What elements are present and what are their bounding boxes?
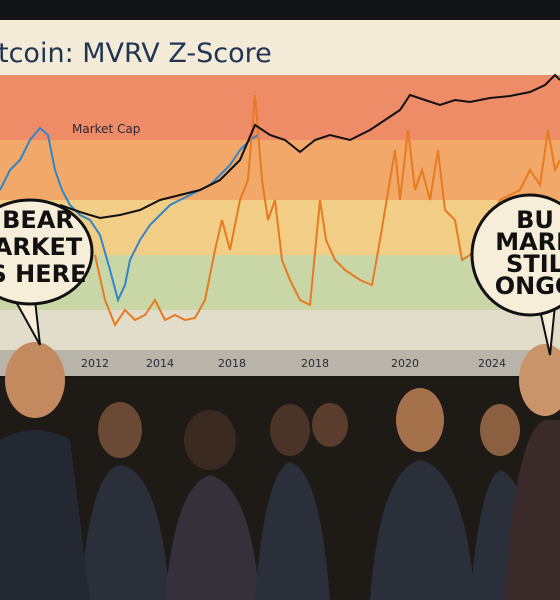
- band-green: [0, 255, 560, 310]
- x-label: 2020: [391, 357, 419, 370]
- x-label: 2014: [146, 357, 174, 370]
- orange-line: [94, 94, 560, 328]
- bubble-text: STIL: [506, 250, 560, 278]
- bubble-text: MARK: [495, 228, 560, 256]
- series-label: Market Cap: [72, 122, 140, 136]
- bubble-text: BEAR: [2, 206, 74, 234]
- black-line: [59, 73, 560, 220]
- bubble-text: ONGO: [495, 272, 560, 300]
- ceiling: [0, 0, 560, 20]
- bubble-text: S HERE: [0, 260, 87, 288]
- x-label: 2024: [478, 357, 506, 370]
- x-label: 2018: [301, 357, 329, 370]
- band-light: [0, 310, 560, 352]
- axis-strip: [0, 350, 560, 376]
- x-label: 2018: [218, 357, 246, 370]
- speech-bubble: [0, 198, 94, 306]
- x-label: 2012: [81, 357, 109, 370]
- band-red: [0, 75, 560, 140]
- speech-bubble: [470, 193, 560, 317]
- audience: [0, 342, 560, 600]
- bubble-text: ARKET: [0, 233, 83, 261]
- band-orange: [0, 140, 560, 200]
- title-strip: [0, 20, 560, 75]
- bubble-text: BU: [516, 206, 554, 234]
- screen-title: tcoin: MVRV Z-Score: [0, 38, 272, 69]
- blue-line: [0, 126, 259, 303]
